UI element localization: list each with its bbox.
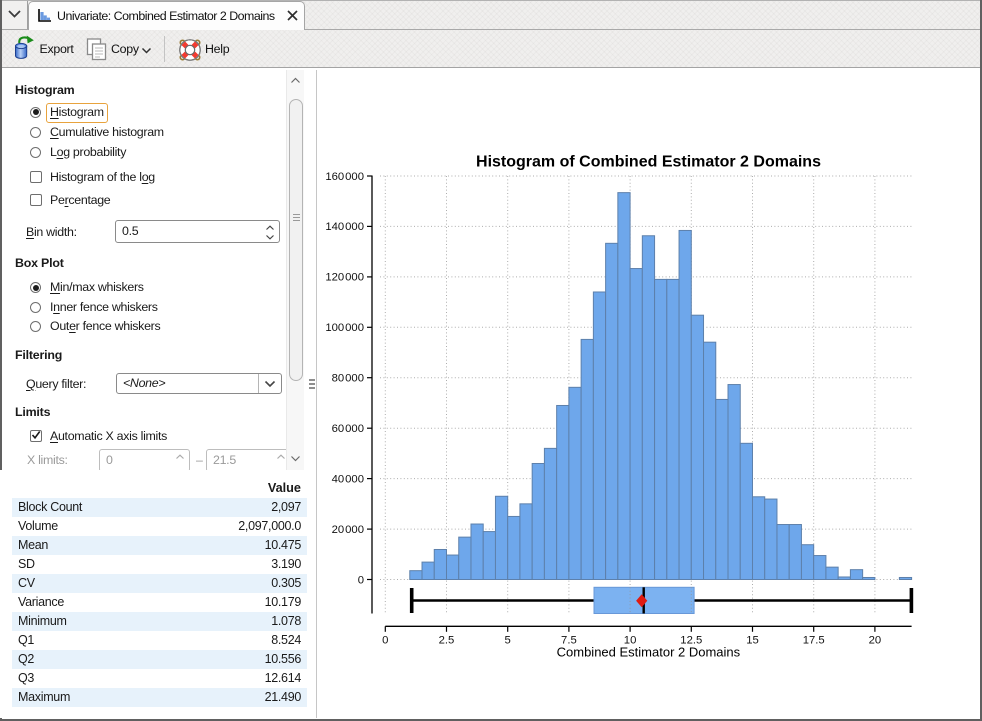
svg-text:40 000: 40 000 (332, 473, 364, 485)
svg-text:17.5: 17.5 (803, 635, 825, 647)
svg-text:2.5: 2.5 (439, 635, 455, 647)
svg-text:120 000: 120 000 (325, 272, 364, 284)
svg-text:Histogram of Combined Estimato: Histogram of Combined Estimator 2 Domain… (476, 154, 821, 171)
svg-text:10: 10 (624, 635, 637, 647)
svg-text:12.5: 12.5 (680, 635, 702, 647)
svg-text:Combined Estimator 2 Domains: Combined Estimator 2 Domains (557, 645, 741, 660)
svg-text:60 000: 60 000 (332, 423, 364, 435)
svg-text:15: 15 (746, 635, 759, 647)
svg-text:160 000: 160 000 (325, 171, 364, 183)
svg-text:0: 0 (358, 574, 364, 586)
svg-text:80 000: 80 000 (332, 373, 364, 385)
svg-text:20: 20 (869, 635, 882, 647)
svg-text:5: 5 (505, 635, 511, 647)
svg-text:100 000: 100 000 (325, 322, 364, 334)
svg-text:0: 0 (382, 635, 388, 647)
svg-text:20 000: 20 000 (332, 524, 364, 536)
svg-text:7.5: 7.5 (561, 635, 577, 647)
svg-text:140 000: 140 000 (325, 221, 364, 233)
